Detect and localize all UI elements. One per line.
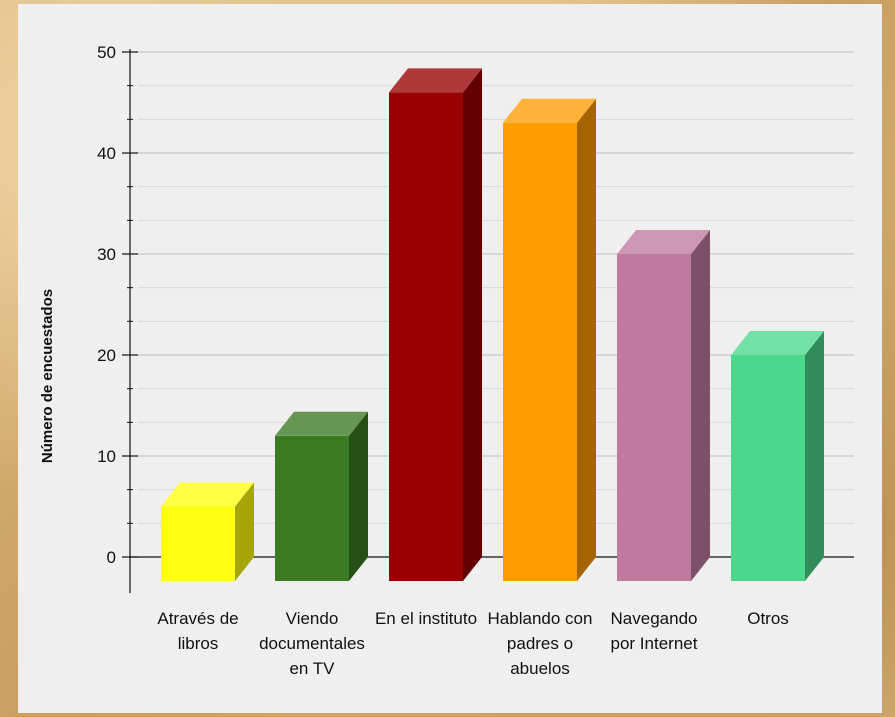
category-label: Viendo documentales en TV [259, 609, 365, 678]
bar [275, 411, 368, 581]
bar-chart: 0 10 20 30 40 50 Através de libros Viendo docume… [39, 43, 854, 678]
bar-front [617, 254, 691, 581]
bar-top [161, 482, 254, 507]
y-tick-label: 40 [97, 144, 116, 163]
bar-side [577, 98, 596, 581]
bar-front [275, 435, 349, 581]
bar [161, 482, 254, 581]
bar [731, 331, 824, 581]
bar-front [503, 122, 577, 581]
bar-side [805, 331, 824, 581]
bar-top [389, 68, 482, 93]
bar [389, 68, 482, 582]
bar-front [161, 506, 235, 581]
bar-front [389, 92, 463, 582]
category-labels: Através de libros Viendo documentales en TV E… [157, 609, 788, 678]
bar-top [731, 331, 824, 355]
y-tick-label: 50 [97, 43, 116, 62]
y-tick-label: 30 [97, 245, 116, 264]
bar-side [349, 411, 368, 581]
bar-top [617, 230, 710, 254]
bar-top [275, 411, 368, 436]
category-label: Navegando por Internet [611, 609, 698, 653]
bars [161, 68, 824, 582]
bar-side [691, 230, 710, 581]
category-label: Hablando con padres o abuelos [488, 609, 593, 678]
y-tick-labels: 0 10 20 30 40 50 [97, 43, 116, 567]
y-tick-label: 10 [97, 447, 116, 466]
category-label: Através de libros [157, 609, 238, 653]
category-label: Otros [747, 609, 789, 628]
bar [617, 230, 710, 581]
bar-side [235, 482, 254, 581]
bar-top [503, 98, 596, 123]
grid-lines [138, 51, 854, 558]
y-axis-label: Número de encuestados [39, 289, 56, 463]
chart-panel: 0 10 20 30 40 50 Através de libros Viendo docume… [18, 4, 882, 713]
bar [503, 98, 596, 581]
category-label: En el instituto [375, 609, 477, 628]
y-tick-label: 0 [107, 548, 116, 567]
bar-front [731, 355, 805, 581]
bar-side [463, 68, 482, 581]
y-tick-label: 20 [97, 346, 116, 365]
